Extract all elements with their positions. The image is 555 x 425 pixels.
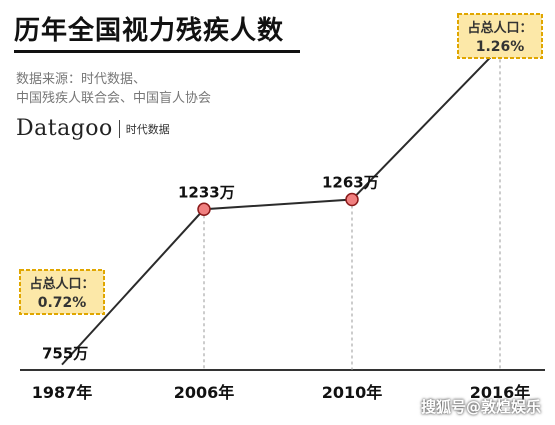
x-tick-label: 2006年 bbox=[174, 383, 235, 402]
data-label: 1233万 bbox=[178, 183, 235, 201]
page-title: 历年全国视力残疾人数 bbox=[14, 16, 285, 46]
watermark: 搜狐号@敦煌娱乐 bbox=[420, 398, 541, 416]
title-underline bbox=[14, 50, 300, 53]
callout-box bbox=[457, 13, 543, 59]
x-tick-label: 2016年 bbox=[470, 383, 531, 402]
data-source: 数据来源：时代数据、 中国残疾人联合会、中国盲人协会 bbox=[16, 70, 211, 108]
brand-logo: Datagoo 时代数据 bbox=[16, 116, 170, 141]
callout-value: 1.26% bbox=[476, 39, 525, 55]
series-line bbox=[61, 46, 501, 366]
data-label: 755万 bbox=[42, 345, 88, 363]
source-line-1: 数据来源：时代数据、 bbox=[16, 72, 147, 87]
data-point bbox=[345, 192, 359, 207]
callout-label: 占总人口： bbox=[467, 20, 532, 36]
data-label: 1263万 bbox=[322, 174, 379, 192]
callout-value: 0.72% bbox=[38, 295, 87, 311]
x-tick-label: 1987年 bbox=[32, 383, 93, 402]
brand-divider bbox=[118, 119, 120, 138]
source-line-2: 中国残疾人联合会、中国盲人协会 bbox=[16, 91, 212, 106]
brand-name: Datagoo bbox=[16, 116, 113, 141]
data-point bbox=[197, 202, 211, 217]
callout-box bbox=[19, 269, 105, 315]
brand-subtitle: 时代数据 bbox=[125, 122, 170, 136]
callout-label: 占总人口： bbox=[29, 276, 94, 292]
x-tick-label: 2010年 bbox=[322, 383, 383, 402]
